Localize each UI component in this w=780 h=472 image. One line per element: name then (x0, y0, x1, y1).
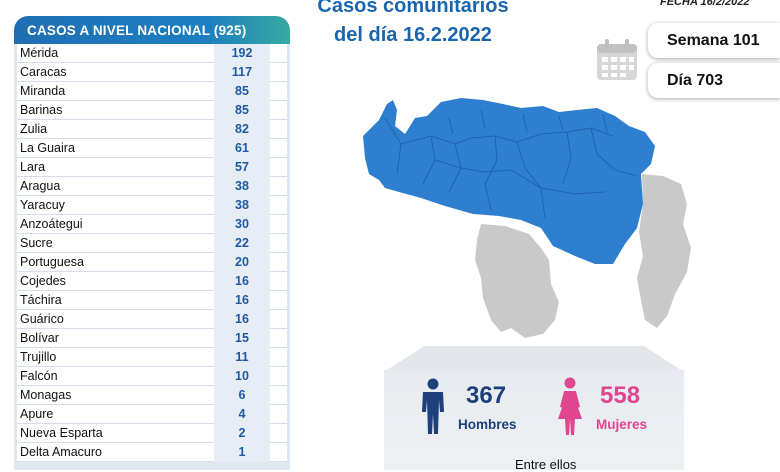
table-row: Monagas 6 (17, 385, 287, 405)
table-row: Barinas 85 (17, 100, 287, 120)
calendar-icon (594, 36, 642, 89)
state-name: La Guaira (20, 141, 75, 155)
table-row: Apure 4 (17, 404, 287, 424)
entre-ellos-label: Entre ellos (515, 457, 577, 472)
venezuela-map (345, 88, 705, 353)
women-label: Mujeres (596, 417, 648, 432)
table-row: Portuguesa 20 (17, 252, 287, 272)
table-row: Guárico 16 (17, 309, 287, 329)
state-name: Cojedes (20, 274, 66, 288)
map-region-esequibo (637, 174, 691, 328)
state-name: Zulia (20, 122, 48, 136)
woman-icon (556, 377, 584, 442)
national-cases-table: CASOS A NIVEL NACIONAL (925) Mérida 192 Ca… (14, 16, 290, 470)
table-row: La Guaira 61 (17, 138, 287, 158)
week-label: Semana 101 (667, 31, 760, 49)
state-name: Barinas (20, 103, 63, 117)
state-name: Anzoátegui (20, 217, 83, 231)
table-header: CASOS A NIVEL NACIONAL (925) (14, 16, 290, 44)
stats-stage (384, 346, 684, 372)
case-count: 30 (214, 214, 270, 234)
case-count: 38 (214, 176, 270, 196)
women-count: 558 (600, 382, 641, 409)
case-count: 38 (214, 195, 270, 215)
case-count: 20 (214, 252, 270, 272)
state-name: Delta Amacuro (20, 445, 102, 459)
day-label: Día 703 (667, 71, 724, 89)
state-name: Falcón (20, 369, 58, 383)
table-row: Bolívar 15 (17, 328, 287, 348)
state-name: Yaracuy (20, 198, 65, 212)
state-name: Portuguesa (20, 255, 84, 269)
state-name: Apure (20, 407, 54, 421)
case-count: 16 (214, 290, 270, 310)
title-line-1: Casos comunitarios (317, 0, 509, 17)
state-name: Lara (20, 160, 46, 174)
case-count: 22 (214, 233, 270, 253)
case-count: 2 (214, 423, 270, 443)
table-row: Lara 57 (17, 157, 287, 177)
week-badge: Semana 101 (648, 23, 780, 58)
state-name: Bolívar (20, 331, 59, 345)
table-row: Caracas 117 (17, 62, 287, 82)
case-count: 15 (214, 328, 270, 348)
state-name: Caracas (20, 65, 67, 79)
case-count: 6 (214, 385, 270, 405)
state-name: Monagas (20, 388, 72, 402)
case-count: 85 (214, 100, 270, 120)
table-row: Anzoátegui 30 (17, 214, 287, 234)
state-name: Táchira (20, 293, 62, 307)
case-count: 117 (214, 62, 270, 82)
case-count: 61 (214, 138, 270, 158)
table-row: Nueva Esparta 2 (17, 423, 287, 443)
table-row: Zulia 82 (17, 119, 287, 139)
state-name: Sucre (20, 236, 53, 250)
day-badge: Día 703 (648, 63, 780, 98)
case-count: 57 (214, 157, 270, 177)
case-count: 192 (214, 43, 270, 63)
men-count: 367 (466, 382, 507, 409)
table-row: Sucre 22 (17, 233, 287, 253)
table-row: Táchira 16 (17, 290, 287, 310)
page-title: Casos comunitarios del día 16.2.2022 (293, 0, 533, 50)
state-name: Guárico (20, 312, 64, 326)
table-row: Yaracuy 38 (17, 195, 287, 215)
case-count: 10 (214, 366, 270, 386)
date-label: FECHA 16/2/2022 (660, 0, 750, 8)
case-count: 4 (214, 404, 270, 424)
state-name: Mérida (20, 46, 59, 60)
table-row: Aragua 38 (17, 176, 287, 196)
case-count: 16 (214, 271, 270, 291)
table-row: Trujillo 11 (17, 347, 287, 367)
table-row: Falcón 10 (17, 366, 287, 386)
case-count: 85 (214, 81, 270, 101)
case-count: 82 (214, 119, 270, 139)
title-line-2: del día 16.2.2022 (334, 24, 492, 46)
state-name: Aragua (20, 179, 61, 193)
state-name: Nueva Esparta (20, 426, 103, 440)
case-count: 16 (214, 309, 270, 329)
man-icon (420, 378, 446, 441)
state-name: Trujillo (20, 350, 57, 364)
men-label: Hombres (458, 417, 517, 432)
case-count: 1 (214, 442, 270, 462)
case-count: 11 (214, 347, 270, 367)
map-region-amazonas (475, 224, 559, 338)
table-body: Mérida 192 Caracas 117 Miranda 85 Barinas 85 Zul… (17, 43, 287, 462)
table-row: Miranda 85 (17, 81, 287, 101)
map-region-venezuela (363, 98, 655, 264)
table-row: Mérida 192 (17, 43, 287, 63)
table-row: Cojedes 16 (17, 271, 287, 291)
state-name: Miranda (20, 84, 66, 98)
table-row: Delta Amacuro 1 (17, 442, 287, 462)
